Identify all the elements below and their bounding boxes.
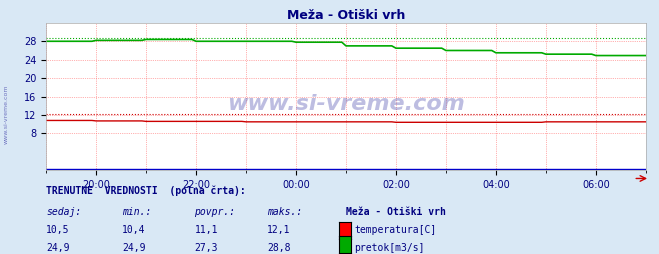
Text: povpr.:: povpr.:: [194, 207, 235, 217]
Text: temperatura[C]: temperatura[C]: [355, 225, 437, 235]
Text: 11,1: 11,1: [194, 225, 218, 235]
Text: www.si-vreme.com: www.si-vreme.com: [227, 94, 465, 114]
Title: Meža - Otiški vrh: Meža - Otiški vrh: [287, 9, 405, 22]
Text: pretok[m3/s]: pretok[m3/s]: [355, 243, 425, 252]
Text: 10,4: 10,4: [122, 225, 146, 235]
Text: 12,1: 12,1: [267, 225, 291, 235]
Text: sedaj:: sedaj:: [46, 207, 81, 217]
Text: Meža - Otiški vrh: Meža - Otiški vrh: [346, 207, 446, 217]
Text: min.:: min.:: [122, 207, 152, 217]
Text: TRENUTNE  VREDNOSTI  (polna črta):: TRENUTNE VREDNOSTI (polna črta):: [46, 185, 246, 196]
Text: 10,5: 10,5: [46, 225, 70, 235]
Text: 24,9: 24,9: [46, 243, 70, 252]
Text: 27,3: 27,3: [194, 243, 218, 252]
Text: www.si-vreme.com: www.si-vreme.com: [3, 85, 9, 144]
Text: maks.:: maks.:: [267, 207, 302, 217]
Text: 28,8: 28,8: [267, 243, 291, 252]
Text: 24,9: 24,9: [122, 243, 146, 252]
